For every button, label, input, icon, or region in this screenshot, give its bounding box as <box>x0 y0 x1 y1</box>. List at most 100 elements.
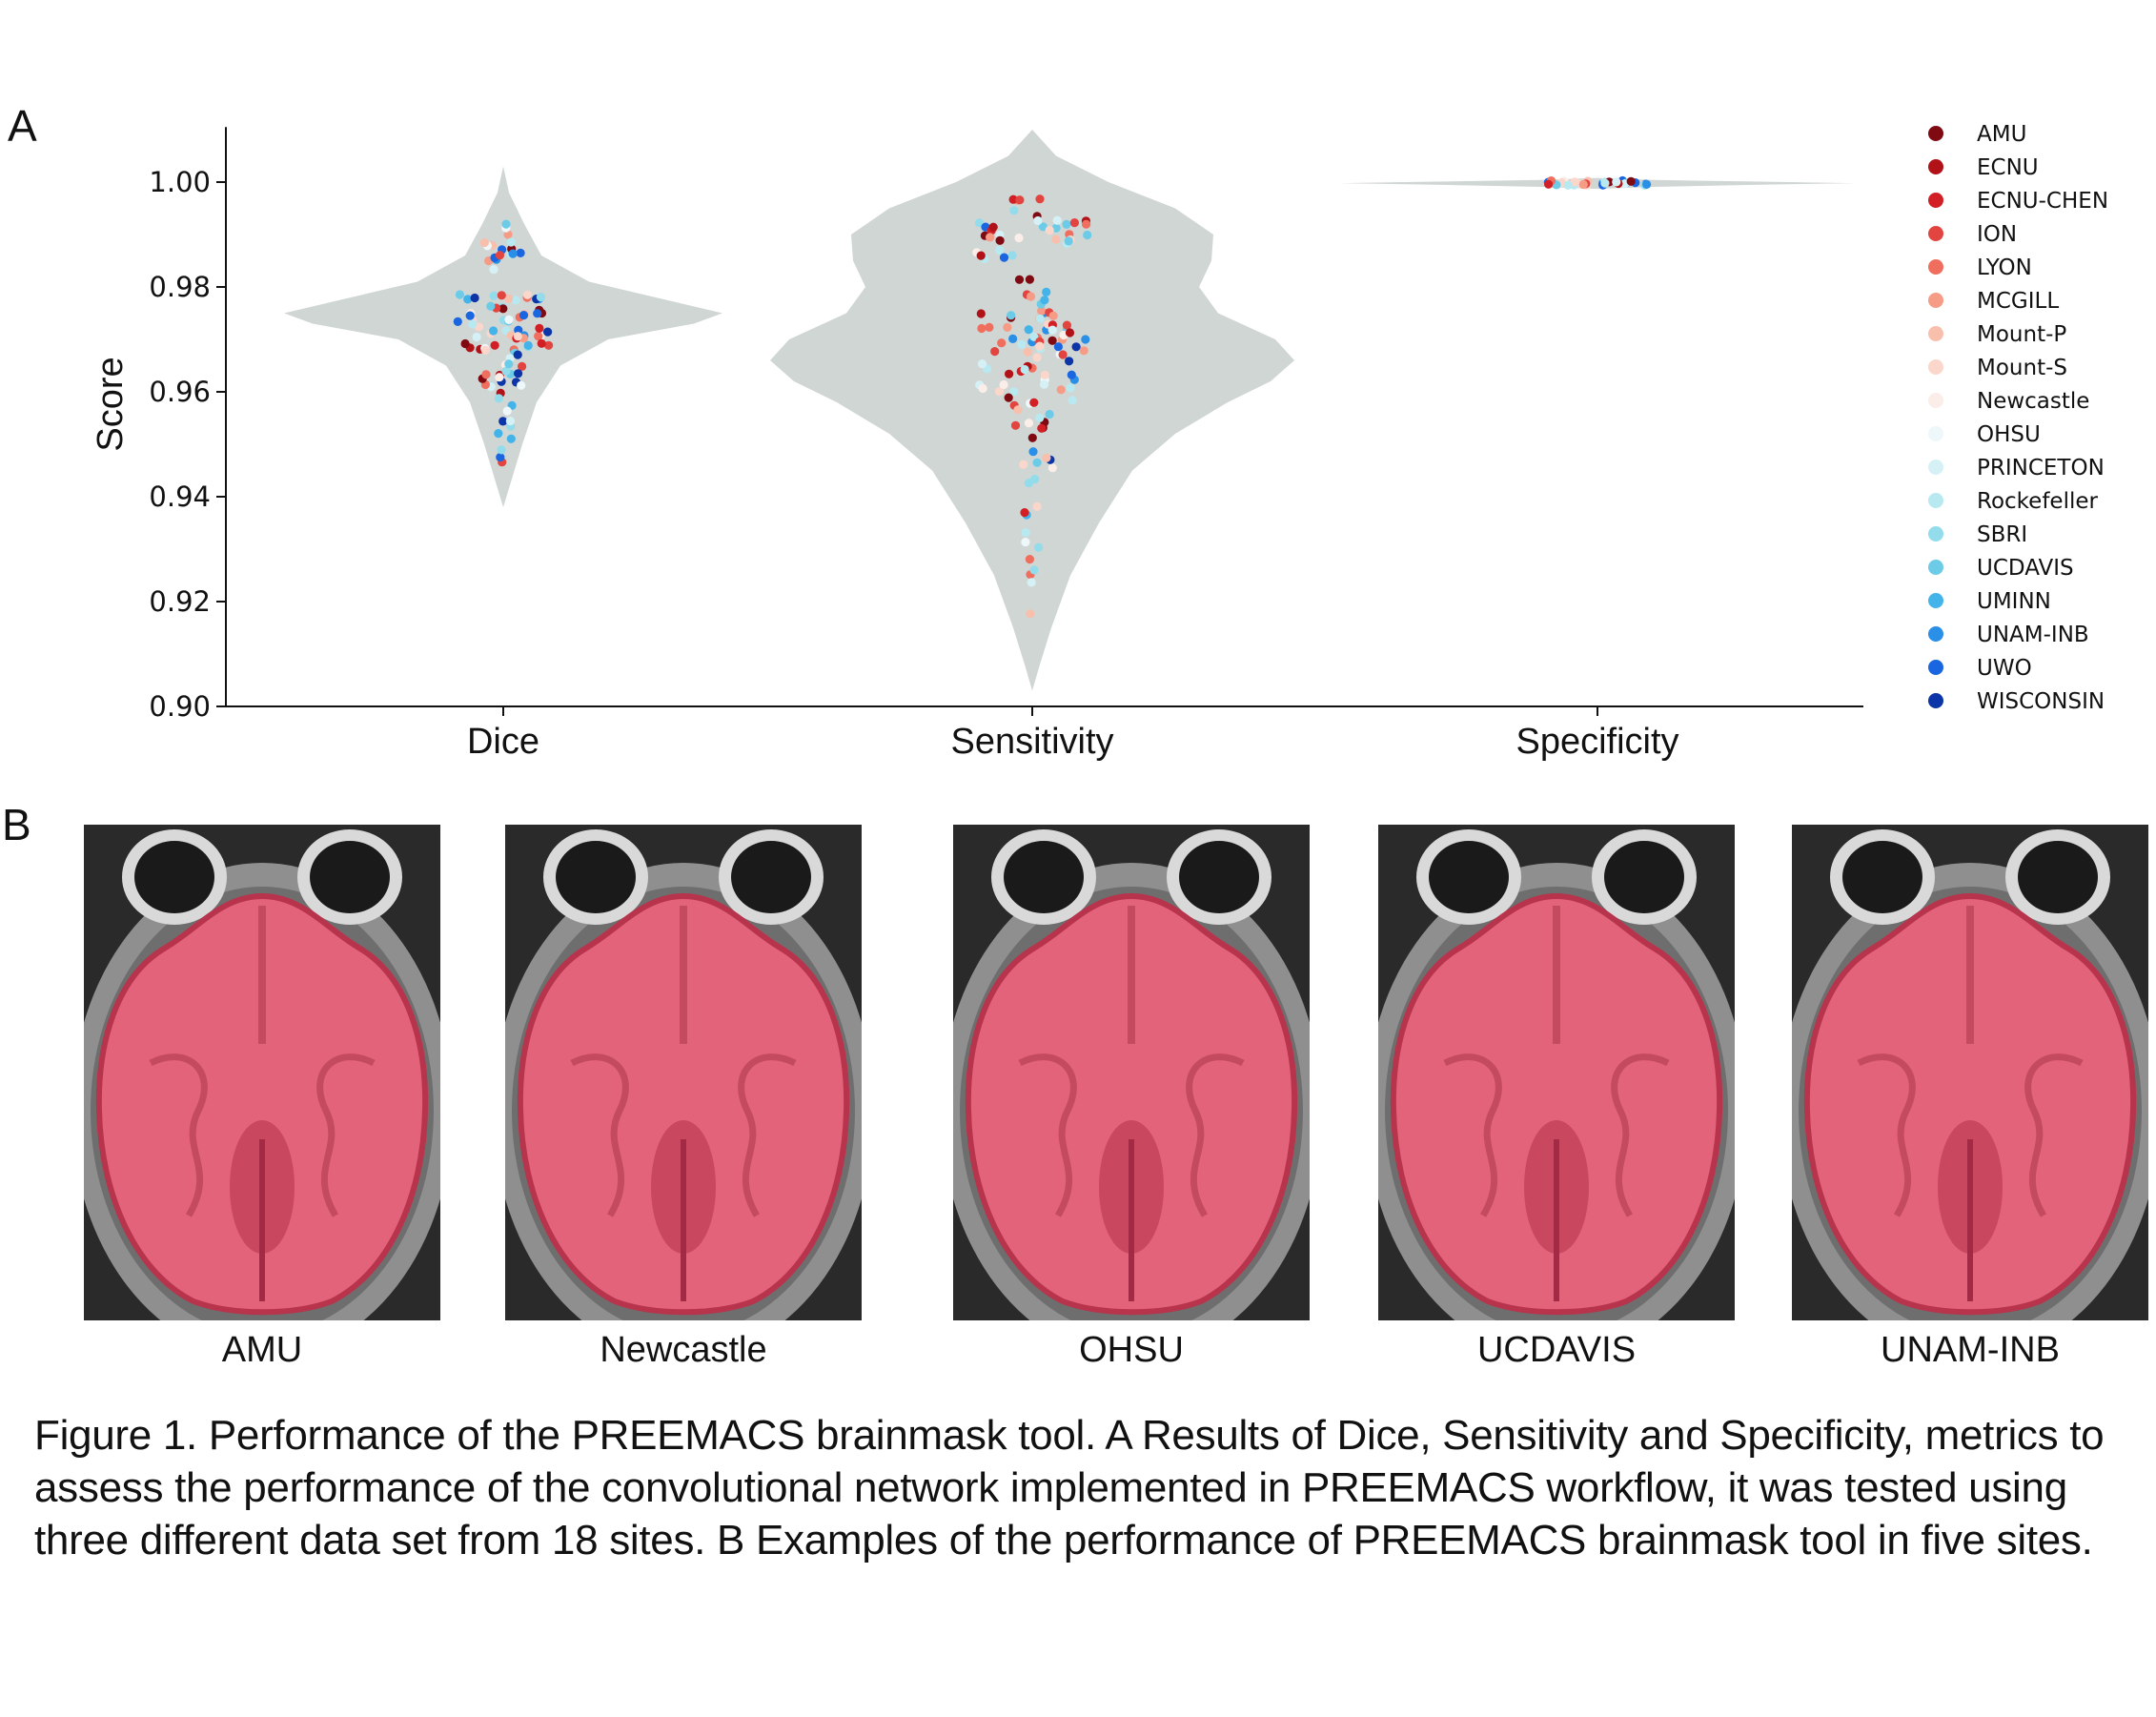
x-tick-label-specificity: Specificity <box>1515 722 1678 762</box>
point-sensitivity <box>1068 396 1077 405</box>
point-sensitivity <box>1014 233 1024 243</box>
point-sensitivity <box>1007 311 1016 320</box>
point-dice <box>490 340 499 350</box>
brain-image-newcastle <box>505 825 862 1320</box>
y-tick-label: 0.96 <box>149 376 211 408</box>
legend-label: LYON <box>1977 256 2032 280</box>
point-sensitivity <box>1071 342 1081 352</box>
point-sensitivity <box>1045 409 1054 419</box>
point-specificity <box>1642 179 1652 189</box>
point-sensitivity <box>1067 370 1076 379</box>
point-sensitivity <box>1062 219 1071 229</box>
violin-dice <box>284 166 722 507</box>
point-sensitivity <box>1004 393 1013 402</box>
point-sensitivity <box>1038 222 1047 232</box>
point-dice <box>506 434 516 443</box>
brain-label-newcastle: Newcastle <box>600 1330 767 1370</box>
point-sensitivity <box>1014 275 1025 284</box>
point-dice <box>489 265 498 275</box>
legend-marker <box>1928 460 1943 475</box>
point-sensitivity <box>1019 460 1028 469</box>
point-dice <box>505 417 516 426</box>
point-dice <box>502 406 512 416</box>
point-sensitivity <box>1048 311 1058 320</box>
point-sensitivity <box>1035 314 1045 323</box>
point-dice <box>497 291 506 300</box>
point-sensitivity <box>1029 565 1039 575</box>
violin-specificity <box>1340 177 1855 190</box>
point-dice <box>513 332 522 341</box>
brain-image-unam-inb <box>1792 825 2148 1320</box>
point-sensitivity <box>1024 419 1034 428</box>
legend-label: Rockefeller <box>1977 489 2098 514</box>
point-dice <box>519 311 529 320</box>
legend-label: UCDAVIS <box>1977 556 2074 581</box>
legend-label: WISCONSIN <box>1977 689 2105 714</box>
point-sensitivity <box>1028 447 1038 457</box>
point-specificity <box>1578 179 1588 190</box>
legend-marker <box>1928 126 1943 141</box>
point-dice <box>543 327 553 337</box>
point-sensitivity <box>1010 420 1021 430</box>
figure-caption: Figure 1. Performance of the PREEMACS br… <box>34 1412 2105 1564</box>
mri-slice <box>505 825 862 1320</box>
legend: AMU ECNU ECNU-CHEN ION LYON MCGILL Mount-P Moun… <box>1928 122 2108 714</box>
point-dice <box>503 230 513 239</box>
points-layer <box>453 175 1652 619</box>
brain-image-ohsu <box>953 825 1310 1320</box>
point-sensitivity <box>1033 215 1043 226</box>
point-sensitivity <box>997 338 1007 348</box>
point-sensitivity <box>1037 306 1047 316</box>
y-tick-label: 0.94 <box>149 480 211 513</box>
point-dice <box>497 445 506 455</box>
point-sensitivity <box>1008 194 1018 204</box>
point-sensitivity <box>1005 369 1014 378</box>
brain-image-amu <box>84 825 440 1320</box>
point-specificity <box>1612 177 1621 187</box>
point-sensitivity <box>1042 453 1051 462</box>
y-tick-label: 0.90 <box>149 690 211 723</box>
point-dice <box>489 326 498 336</box>
brain-label-amu: AMU <box>221 1330 303 1370</box>
point-specificity <box>1544 179 1554 189</box>
point-dice <box>517 380 526 390</box>
legend-marker <box>1928 326 1943 341</box>
legend-marker <box>1928 693 1943 708</box>
point-sensitivity <box>1032 353 1042 362</box>
point-specificity <box>1626 176 1636 186</box>
point-sensitivity <box>1056 385 1066 395</box>
point-sensitivity <box>1032 458 1042 467</box>
point-sensitivity <box>1042 287 1051 296</box>
point-sensitivity <box>1047 336 1057 345</box>
brain-label-ohsu: OHSU <box>1079 1330 1184 1370</box>
x-tick-label-sensitivity: Sensitivity <box>950 722 1113 762</box>
point-dice <box>504 359 514 369</box>
y-tick-label: 0.98 <box>149 271 211 303</box>
point-dice <box>537 338 546 348</box>
y-axis-label: Score <box>91 357 131 451</box>
point-dice <box>472 332 481 342</box>
legend-marker <box>1928 626 1943 642</box>
point-sensitivity <box>1065 328 1075 337</box>
point-dice <box>486 301 496 311</box>
point-sensitivity <box>1083 230 1092 240</box>
point-sensitivity <box>1025 555 1034 564</box>
legend-label: Mount-S <box>1977 356 2067 380</box>
point-dice <box>470 293 479 303</box>
point-sensitivity <box>1009 387 1019 397</box>
point-sensitivity <box>1047 325 1057 335</box>
point-dice <box>453 317 462 326</box>
point-sensitivity <box>1009 206 1019 215</box>
point-sensitivity <box>1065 357 1074 366</box>
point-sensitivity <box>1021 528 1030 538</box>
point-sensitivity <box>1007 251 1017 260</box>
point-sensitivity <box>1052 215 1062 225</box>
point-sensitivity <box>1003 322 1012 332</box>
point-dice <box>504 294 514 303</box>
point-dice <box>463 295 473 304</box>
legend-marker <box>1928 426 1943 441</box>
point-dice <box>479 237 489 248</box>
point-sensitivity <box>1026 292 1036 301</box>
point-dice <box>511 296 520 305</box>
point-sensitivity <box>999 253 1009 262</box>
